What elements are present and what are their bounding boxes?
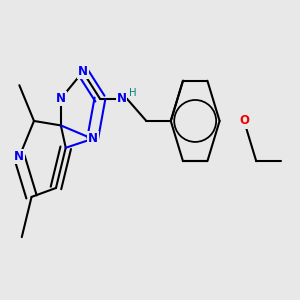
Text: N: N: [78, 65, 88, 78]
Text: N: N: [14, 150, 24, 163]
Text: N: N: [88, 132, 98, 145]
Text: O: O: [239, 115, 249, 128]
Text: N: N: [116, 92, 126, 105]
Text: H: H: [129, 88, 136, 98]
Text: N: N: [56, 92, 66, 105]
